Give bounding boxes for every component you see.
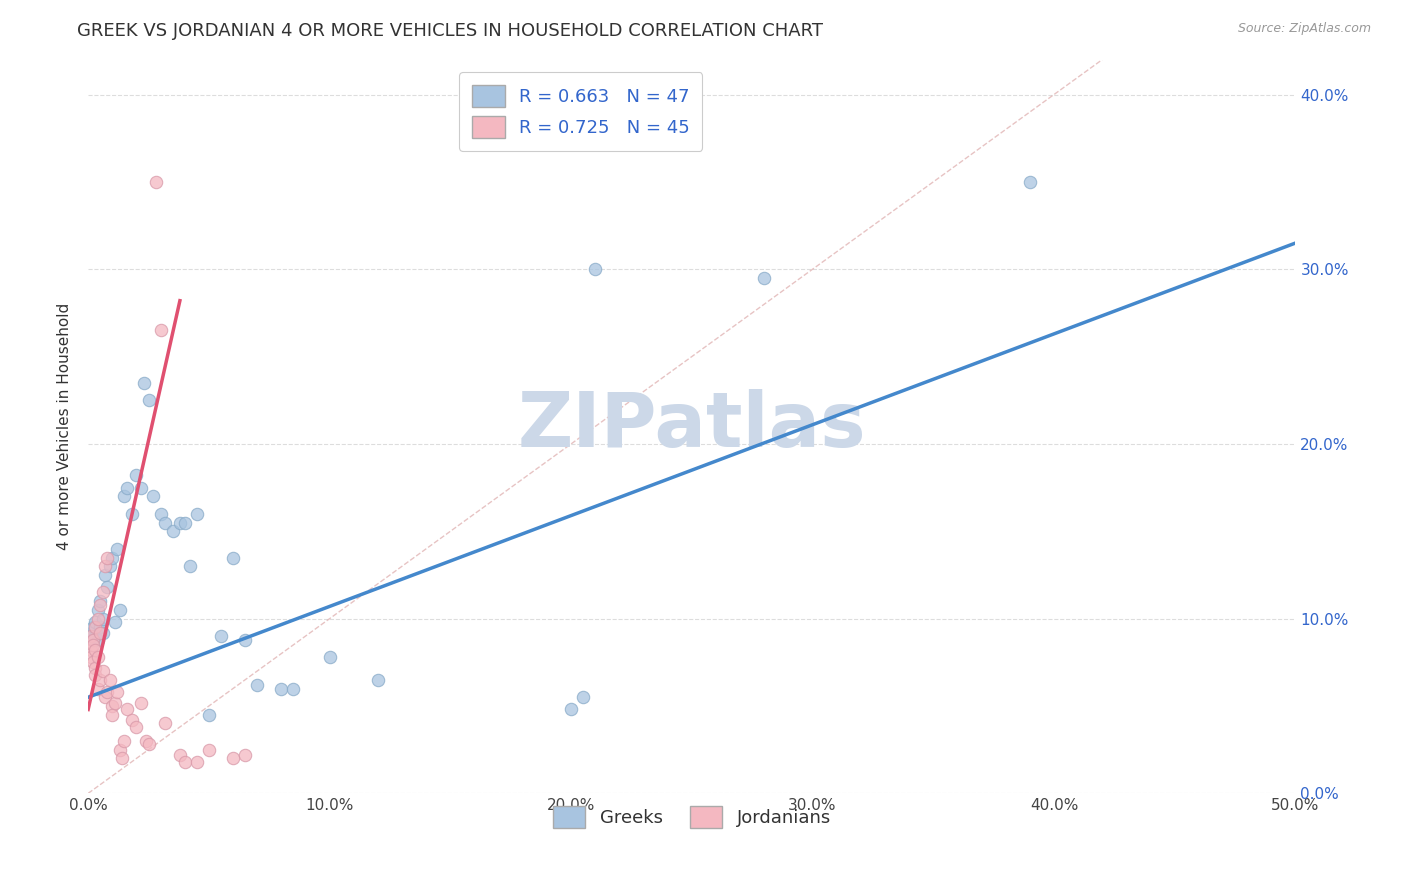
Jordanians (149, 323, 172, 337)
Greeks (173, 516, 195, 530)
Greeks (89, 620, 111, 634)
Text: ZIPatlas: ZIPatlas (517, 390, 866, 464)
Greeks (104, 615, 127, 629)
Jordanians (186, 755, 208, 769)
Greeks (367, 673, 389, 687)
Jordanians (84, 620, 107, 634)
Greeks (162, 524, 184, 539)
Jordanians (104, 696, 127, 710)
Greeks (246, 678, 269, 692)
Jordanians (84, 660, 107, 674)
Greeks (98, 559, 121, 574)
Greeks (169, 516, 191, 530)
Greeks (87, 603, 110, 617)
Jordanians (135, 734, 157, 748)
Greeks (186, 507, 208, 521)
Jordanians (89, 625, 111, 640)
Jordanians (82, 656, 104, 670)
Greeks (572, 690, 595, 705)
Jordanians (94, 690, 117, 705)
Jordanians (87, 650, 110, 665)
Jordanians (89, 598, 111, 612)
Jordanians (87, 612, 110, 626)
Greeks (84, 615, 107, 629)
Jordanians (87, 681, 110, 696)
Jordanians (79, 629, 101, 643)
Legend: Greeks, Jordanians: Greeks, Jordanians (546, 799, 838, 836)
Greeks (91, 625, 114, 640)
Jordanians (84, 667, 107, 681)
Text: GREEK VS JORDANIAN 4 OR MORE VEHICLES IN HOUSEHOLD CORRELATION CHART: GREEK VS JORDANIAN 4 OR MORE VEHICLES IN… (77, 22, 824, 40)
Greeks (198, 707, 221, 722)
Jordanians (115, 702, 138, 716)
Greeks (155, 516, 177, 530)
Jordanians (125, 720, 148, 734)
Greeks (583, 262, 606, 277)
Greeks (142, 489, 165, 503)
Jordanians (84, 643, 107, 657)
Jordanians (79, 650, 101, 665)
Jordanians (222, 751, 245, 765)
Jordanians (79, 643, 101, 657)
Greeks (270, 681, 292, 696)
Greeks (209, 629, 232, 643)
Greeks (129, 481, 152, 495)
Text: Source: ZipAtlas.com: Source: ZipAtlas.com (1237, 22, 1371, 36)
Greeks (87, 632, 110, 647)
Jordanians (155, 716, 177, 731)
Jordanians (91, 664, 114, 678)
Greeks (560, 702, 582, 716)
Greeks (84, 629, 107, 643)
Jordanians (138, 738, 160, 752)
Y-axis label: 4 or more Vehicles in Household: 4 or more Vehicles in Household (58, 303, 72, 550)
Jordanians (233, 747, 256, 762)
Jordanians (98, 673, 121, 687)
Jordanians (89, 673, 111, 687)
Greeks (82, 632, 104, 647)
Jordanians (96, 685, 118, 699)
Greeks (179, 559, 201, 574)
Jordanians (82, 638, 104, 652)
Jordanians (94, 559, 117, 574)
Greeks (318, 650, 340, 665)
Greeks (233, 632, 256, 647)
Greeks (132, 376, 155, 390)
Jordanians (101, 698, 124, 713)
Greeks (121, 507, 143, 521)
Jordanians (105, 685, 128, 699)
Greeks (149, 507, 172, 521)
Greeks (115, 481, 138, 495)
Greeks (754, 271, 776, 285)
Greeks (89, 594, 111, 608)
Jordanians (121, 713, 143, 727)
Jordanians (111, 751, 134, 765)
Jordanians (145, 175, 167, 189)
Greeks (101, 550, 124, 565)
Greeks (138, 393, 160, 408)
Jordanians (101, 707, 124, 722)
Greeks (108, 603, 131, 617)
Jordanians (112, 734, 135, 748)
Greeks (79, 625, 101, 640)
Greeks (283, 681, 305, 696)
Jordanians (108, 742, 131, 756)
Greeks (125, 468, 148, 483)
Jordanians (173, 755, 195, 769)
Greeks (105, 541, 128, 556)
Greeks (1018, 175, 1040, 189)
Greeks (222, 550, 245, 565)
Jordanians (96, 550, 118, 565)
Greeks (91, 612, 114, 626)
Greeks (112, 489, 135, 503)
Jordanians (82, 632, 104, 647)
Jordanians (169, 747, 191, 762)
Greeks (94, 568, 117, 582)
Jordanians (198, 742, 221, 756)
Jordanians (129, 696, 152, 710)
Greeks (82, 620, 104, 634)
Greeks (96, 580, 118, 594)
Jordanians (91, 585, 114, 599)
